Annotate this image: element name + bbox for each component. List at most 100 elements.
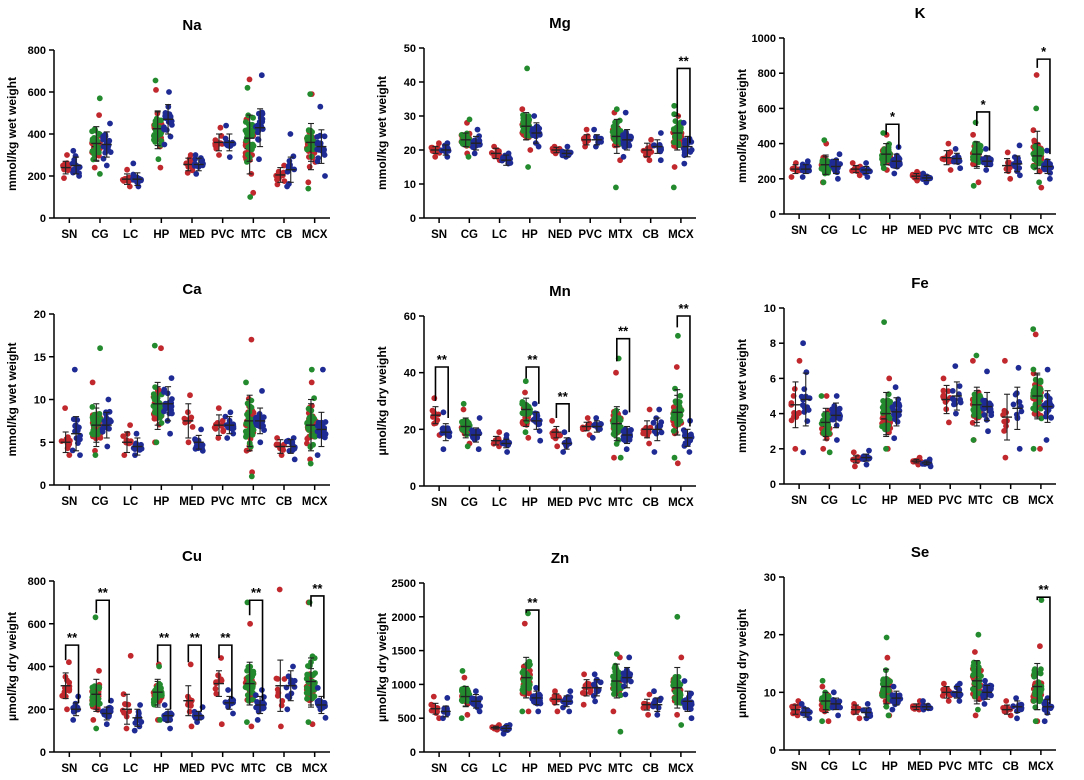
significance-bracket <box>525 609 540 692</box>
significance-bracket <box>616 337 631 413</box>
data-point <box>560 449 567 455</box>
data-point <box>884 654 891 661</box>
data-point <box>127 652 134 659</box>
data-point <box>549 417 555 424</box>
x-tick-label: MCX <box>668 497 694 509</box>
data-point <box>310 672 317 678</box>
data-point <box>244 84 251 91</box>
data-point <box>622 109 629 116</box>
data-point <box>1010 401 1017 408</box>
data-point <box>592 698 598 705</box>
data-point <box>96 667 102 674</box>
data-point <box>863 461 870 468</box>
data-point <box>121 452 128 458</box>
data-point <box>306 163 313 170</box>
data-point <box>956 383 963 389</box>
data-point <box>131 727 138 734</box>
x-tick-label: SN <box>431 763 447 775</box>
data-point <box>675 421 681 428</box>
data-point <box>245 131 252 138</box>
data-point <box>155 156 162 163</box>
data-point <box>590 681 597 688</box>
data-point <box>248 146 254 153</box>
x-tick-label: CB <box>642 229 659 241</box>
data-point <box>885 422 892 429</box>
data-point <box>72 153 79 159</box>
data-point <box>1007 712 1014 719</box>
y-tick-label: 20 <box>764 630 776 642</box>
data-point <box>249 431 256 438</box>
data-point <box>527 409 534 416</box>
data-point <box>646 406 653 413</box>
data-point <box>150 391 157 397</box>
data-point <box>120 433 127 439</box>
data-point <box>521 620 528 627</box>
data-point <box>526 658 533 665</box>
data-point <box>519 106 526 113</box>
data-point <box>835 712 841 719</box>
data-point <box>681 160 688 167</box>
y-axis-label: mmol/kg wet weight <box>5 77 19 191</box>
x-tick-label: PVC <box>578 763 602 775</box>
y-tick-label: 0 <box>770 745 776 757</box>
data-point <box>970 357 976 364</box>
data-point <box>622 409 629 416</box>
data-point <box>800 340 806 347</box>
data-point <box>158 345 164 352</box>
x-tick-label: CG <box>461 497 478 509</box>
data-point <box>123 725 130 732</box>
data-point <box>799 164 805 171</box>
data-point <box>981 412 988 418</box>
data-point <box>651 688 657 695</box>
data-point <box>687 691 694 697</box>
data-point <box>818 393 825 399</box>
data-point <box>653 430 660 437</box>
y-tick-label: 30 <box>764 572 776 584</box>
data-point <box>880 692 887 699</box>
significance-bracket <box>156 644 172 710</box>
data-point <box>304 671 311 678</box>
data-point <box>320 366 326 373</box>
panel-title: Cu <box>182 548 202 565</box>
data-point <box>940 375 947 382</box>
x-tick-label: LC <box>123 763 138 775</box>
data-point <box>591 422 597 429</box>
x-tick-label: PVC <box>578 229 602 241</box>
significance-bracket <box>310 595 325 699</box>
data-point <box>980 692 986 698</box>
data-point <box>281 676 288 682</box>
data-point <box>521 689 527 695</box>
data-point <box>852 463 858 470</box>
y-tick-label: 0 <box>40 213 46 225</box>
data-point <box>950 690 957 697</box>
data-point <box>153 115 160 122</box>
data-point <box>970 437 977 443</box>
data-point <box>527 147 534 153</box>
data-point <box>74 417 81 423</box>
y-tick-label: 800 <box>758 68 776 80</box>
x-tick-label: CG <box>821 225 838 237</box>
data-point <box>920 698 926 704</box>
data-point <box>819 420 826 427</box>
significance-label: ** <box>67 630 78 645</box>
data-point <box>957 691 964 698</box>
data-point <box>244 719 250 725</box>
x-tick-label: CG <box>91 229 108 241</box>
data-point <box>187 392 193 399</box>
data-point <box>520 127 526 134</box>
data-point <box>620 428 627 435</box>
data-point <box>278 723 284 730</box>
data-point <box>70 147 77 154</box>
data-point <box>830 689 837 696</box>
data-point <box>533 684 539 691</box>
data-point <box>133 430 140 437</box>
data-point <box>1018 408 1025 415</box>
data-point <box>250 189 257 196</box>
data-point <box>130 160 137 167</box>
data-point <box>226 154 233 161</box>
data-point <box>440 409 447 416</box>
data-point <box>126 183 133 190</box>
data-point <box>464 711 471 718</box>
data-point <box>945 151 952 157</box>
data-point <box>1043 437 1050 443</box>
